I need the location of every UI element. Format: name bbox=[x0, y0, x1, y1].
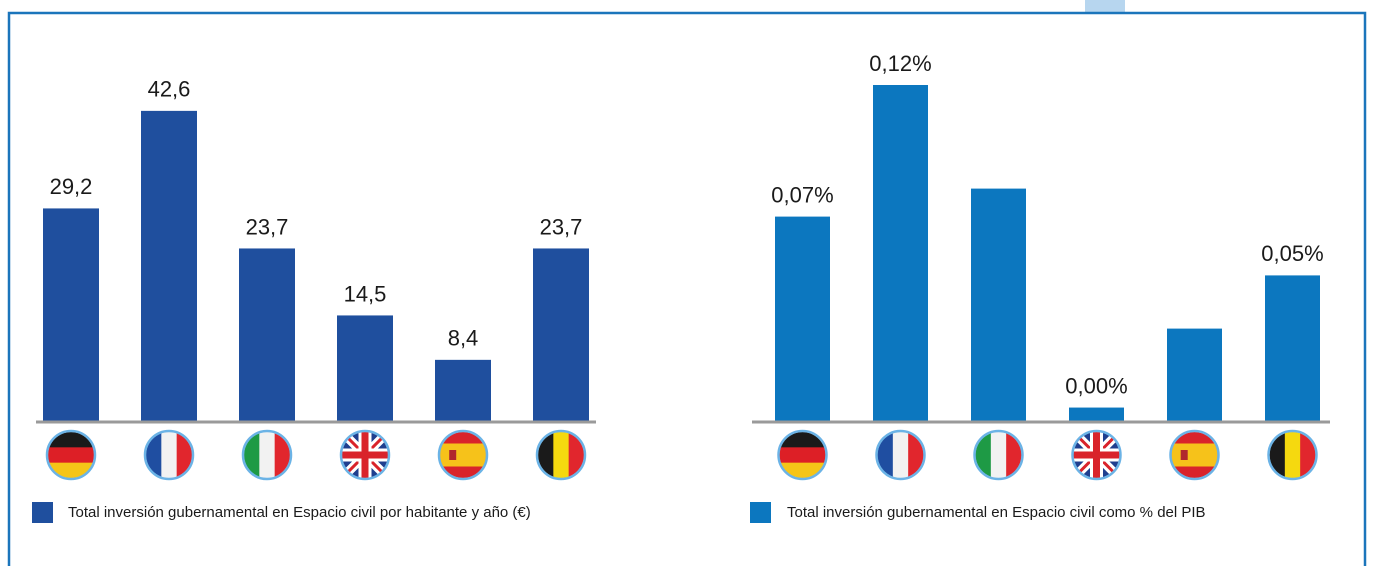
flag-band bbox=[259, 432, 276, 478]
bar bbox=[775, 216, 830, 421]
flag bbox=[779, 432, 826, 478]
flag-band bbox=[877, 432, 894, 478]
flag-ring bbox=[875, 429, 926, 481]
flag bbox=[1073, 432, 1120, 478]
bar bbox=[1167, 328, 1222, 421]
flag bbox=[538, 432, 584, 478]
flag-ring bbox=[535, 429, 587, 481]
flag-band bbox=[538, 432, 554, 478]
flag-band bbox=[990, 432, 1007, 478]
flag-band bbox=[1269, 432, 1286, 478]
flag-band bbox=[1006, 432, 1022, 478]
value-label: 0,05% bbox=[1261, 241, 1323, 266]
flag bbox=[1171, 432, 1218, 478]
flag-band bbox=[908, 432, 924, 478]
value-label: 0,07% bbox=[771, 182, 833, 207]
flag-band bbox=[274, 432, 290, 478]
flag-band bbox=[779, 462, 826, 478]
flag-band bbox=[975, 432, 992, 478]
flag bbox=[146, 432, 192, 478]
bar bbox=[1069, 407, 1124, 421]
flag-band bbox=[48, 462, 94, 478]
bar bbox=[873, 85, 928, 421]
flag-ring bbox=[973, 429, 1024, 481]
flag-band bbox=[1300, 432, 1316, 478]
flag-ring bbox=[1169, 429, 1220, 481]
flag-ring bbox=[777, 429, 828, 481]
flag-band bbox=[892, 432, 909, 478]
flag-ring bbox=[45, 429, 97, 481]
tab bbox=[1085, 0, 1125, 13]
flag bbox=[244, 432, 290, 478]
flag-band bbox=[48, 432, 94, 448]
flag-band bbox=[779, 447, 826, 464]
value-label: 23,7 bbox=[246, 214, 289, 239]
value-label: 0,00% bbox=[1065, 373, 1127, 398]
flag-cross bbox=[1073, 432, 1120, 478]
flag-emblem bbox=[449, 450, 457, 460]
flag-band bbox=[146, 432, 162, 478]
flag-band bbox=[1284, 432, 1301, 478]
value-label: 14,5 bbox=[344, 281, 387, 306]
bar bbox=[533, 248, 589, 421]
frame bbox=[7, 11, 1367, 566]
legend-swatch bbox=[750, 502, 771, 523]
bar bbox=[337, 315, 393, 421]
flag bbox=[975, 432, 1022, 478]
flag-ring bbox=[241, 429, 293, 481]
flag-ring bbox=[339, 429, 391, 481]
flag-band bbox=[1171, 443, 1218, 467]
flag-band bbox=[176, 432, 192, 478]
flag-ring bbox=[1267, 429, 1318, 481]
flag-band bbox=[779, 432, 826, 448]
flag bbox=[440, 432, 486, 478]
legend-label: Total inversión gubernamental en Espacio… bbox=[787, 504, 1206, 521]
flag bbox=[1269, 432, 1316, 478]
flag-band bbox=[244, 432, 260, 478]
bar bbox=[239, 248, 295, 421]
flag bbox=[877, 432, 924, 478]
value-label: 29,2 bbox=[50, 174, 93, 199]
bar bbox=[1265, 275, 1320, 421]
flag-band bbox=[48, 447, 94, 464]
flag-ring bbox=[1071, 429, 1122, 481]
bar bbox=[435, 359, 491, 421]
flag-band bbox=[568, 432, 584, 478]
flag-cross bbox=[342, 432, 388, 478]
bar bbox=[43, 208, 99, 421]
flag bbox=[48, 432, 94, 478]
flag-band bbox=[440, 443, 486, 467]
flag-band bbox=[161, 432, 178, 478]
value-label: 0,12% bbox=[869, 51, 931, 76]
flag-ring bbox=[143, 429, 195, 481]
flag-band bbox=[553, 432, 570, 478]
flag-ring bbox=[437, 429, 489, 481]
legend-swatch bbox=[32, 502, 53, 523]
bar bbox=[971, 188, 1026, 421]
value-label: 23,7 bbox=[540, 214, 583, 239]
flag bbox=[342, 432, 388, 478]
bar bbox=[141, 110, 197, 421]
legend-label: Total inversión gubernamental en Espacio… bbox=[68, 504, 531, 521]
flag-emblem bbox=[1180, 450, 1188, 460]
value-label: 42,6 bbox=[148, 77, 191, 102]
value-label: 8,4 bbox=[448, 326, 479, 351]
